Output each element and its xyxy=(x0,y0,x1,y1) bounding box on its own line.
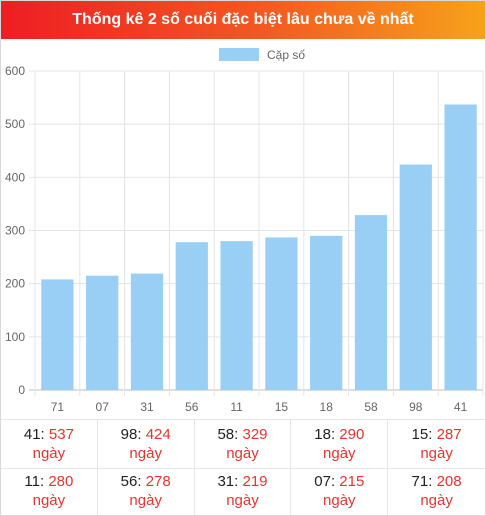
pair-number: 98 xyxy=(120,426,138,443)
bar-chart: 0 100 200 300 400 500 600 71 07 31 56 11 15 18 58 98 41 C… xyxy=(5,48,484,414)
stats-cell: 07: 215 ngày xyxy=(291,467,389,515)
day-count: 424 xyxy=(145,426,171,443)
stats-cell: 98: 424 ngày xyxy=(98,420,195,468)
y-tick-label: 600 xyxy=(5,64,25,78)
pair-number: 56 xyxy=(120,473,138,490)
stats-cell: 11: 280 ngày xyxy=(1,467,98,515)
unit-label: ngày xyxy=(129,492,162,509)
pair-number: 07 xyxy=(314,473,331,490)
bar xyxy=(41,279,74,390)
legend-swatch xyxy=(219,48,259,61)
stats-row: 11: 280 ngày 56: 278 ngày 31: 219 ngày 0… xyxy=(1,467,485,515)
day-count: 537 xyxy=(48,426,74,443)
legend-label: Cặp số xyxy=(267,48,305,62)
unit-label: ngày xyxy=(323,445,356,462)
bar xyxy=(130,273,164,390)
unit-label: ngày xyxy=(32,445,66,462)
day-count: 278 xyxy=(145,473,171,490)
x-tick-label: 56 xyxy=(185,400,199,414)
pair-number: 31 xyxy=(217,473,235,490)
bar xyxy=(399,164,432,390)
stats-table: 41: 537 ngày 98: 424 ngày 58: 329 ngày 1… xyxy=(1,419,485,515)
bar xyxy=(354,215,388,390)
stats-cell: 56: 278 ngày xyxy=(98,467,195,515)
day-count: 208 xyxy=(436,473,462,490)
bar xyxy=(310,235,343,390)
x-tick-label: 11 xyxy=(230,400,243,414)
bar xyxy=(265,237,298,390)
stats-cell: 15: 287 ngày xyxy=(411,426,462,462)
bar xyxy=(444,104,477,391)
unit-label: ngày xyxy=(420,492,453,509)
day-count: 219 xyxy=(242,473,268,490)
unit-label: ngày xyxy=(323,492,356,509)
x-tick-label: 15 xyxy=(275,400,289,414)
x-tick-label: 41 xyxy=(454,400,468,414)
page-title: Thống kê 2 số cuối đặc biệt lâu chưa về … xyxy=(1,1,485,39)
y-tick-label: 300 xyxy=(5,224,25,238)
stats-cell: 71: 208 ngày xyxy=(411,473,462,509)
stats-cell: 18: 290 ngày xyxy=(291,420,389,468)
pair-number: 71 xyxy=(411,473,429,490)
y-tick-label: 500 xyxy=(5,117,25,131)
unit-label: ngày xyxy=(226,492,259,509)
y-tick-label: 0 xyxy=(18,383,25,397)
unit-label: ngày xyxy=(129,445,162,462)
x-tick-label: 31 xyxy=(140,400,154,414)
pair-number: 11 xyxy=(24,473,40,490)
pair-number: 41 xyxy=(23,426,41,443)
bar xyxy=(175,242,208,390)
pair-number: 18 xyxy=(314,426,331,443)
x-tick-label: 07 xyxy=(96,400,110,414)
x-tick-label: 98 xyxy=(409,400,423,414)
stats-row: 41: 537 ngày 98: 424 ngày 58: 329 ngày 1… xyxy=(1,419,485,469)
day-count: 280 xyxy=(48,473,74,490)
stats-cell: 58: 329 ngày xyxy=(195,420,292,468)
x-tick-label: 58 xyxy=(364,400,378,414)
unit-label: ngày xyxy=(420,445,453,462)
x-tick-label: 71 xyxy=(51,400,65,414)
y-tick-label: 100 xyxy=(5,330,25,344)
unit-label: ngày xyxy=(32,492,66,509)
day-count: 329 xyxy=(242,426,268,443)
day-count: 287 xyxy=(436,426,462,443)
y-tick-label: 200 xyxy=(5,277,25,291)
pair-number: 58 xyxy=(217,426,235,443)
y-tick-label: 400 xyxy=(5,170,25,184)
day-count: 290 xyxy=(339,426,365,443)
x-tick-label: 18 xyxy=(320,400,334,414)
stats-cell: 31: 219 ngày xyxy=(195,467,292,515)
bar xyxy=(220,241,253,390)
pair-number: 15 xyxy=(411,426,429,443)
day-count: 215 xyxy=(339,473,365,490)
bar xyxy=(86,275,119,390)
unit-label: ngày xyxy=(226,445,259,462)
stats-cell: 41: 537 ngày xyxy=(1,420,98,468)
